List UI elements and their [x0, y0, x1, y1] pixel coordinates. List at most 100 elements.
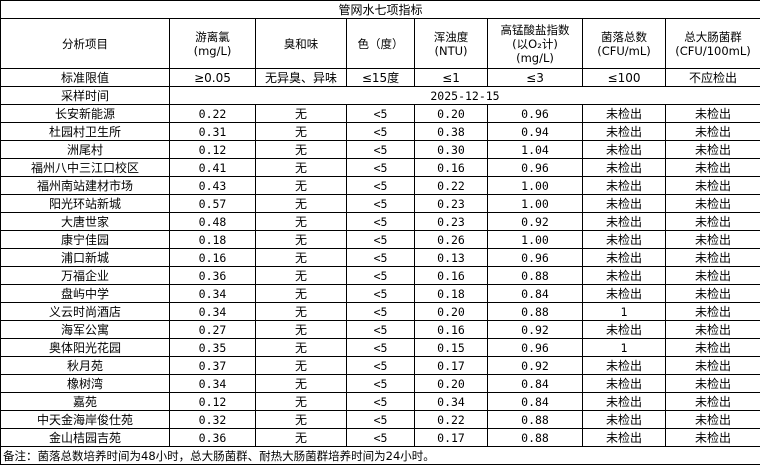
column-header: 菌落总数 (CFU/mL): [583, 19, 666, 69]
column-header: 浑浊度 (NTU): [415, 19, 488, 69]
cell-value: 未检出: [583, 375, 666, 393]
cell-value: 1.04: [488, 141, 583, 159]
cell-value: 0.43: [170, 177, 256, 195]
limit-value: ≤100: [583, 69, 666, 87]
cell-value: 1.00: [488, 231, 583, 249]
cell-value: 无: [256, 321, 347, 339]
cell-value: 0.17: [415, 429, 488, 447]
limit-value: ≤3: [488, 69, 583, 87]
site-name: 秋月苑: [1, 357, 170, 375]
cell-value: 0.20: [415, 375, 488, 393]
cell-value: 未检出: [666, 339, 760, 357]
site-name: 福州八中三江口校区: [1, 159, 170, 177]
site-name: 海军公寓: [1, 321, 170, 339]
cell-value: 0.96: [488, 105, 583, 123]
cell-value: 无: [256, 159, 347, 177]
cell-value: 未检出: [666, 375, 760, 393]
cell-value: 0.12: [170, 393, 256, 411]
site-name: 洲尾村: [1, 141, 170, 159]
header-row: 分析项目游离氯 (mg/L)臭和味色（度）浑浊度 (NTU)高锰酸盐指数 (以O…: [1, 19, 760, 69]
cell-value: 0.96: [488, 339, 583, 357]
cell-value: 未检出: [583, 213, 666, 231]
cell-value: <5: [347, 411, 415, 429]
cell-value: <5: [347, 249, 415, 267]
column-header: 分析项目: [1, 19, 170, 69]
cell-value: 未检出: [583, 123, 666, 141]
sampling-label: 采样时间: [1, 87, 170, 105]
cell-value: 0.34: [170, 285, 256, 303]
cell-value: 0.23: [415, 195, 488, 213]
site-name: 杜园村卫生所: [1, 123, 170, 141]
column-header: 游离氯 (mg/L): [170, 19, 256, 69]
cell-value: 无: [256, 177, 347, 195]
cell-value: 无: [256, 303, 347, 321]
cell-value: 无: [256, 105, 347, 123]
cell-value: 未检出: [666, 123, 760, 141]
cell-value: 未检出: [583, 141, 666, 159]
cell-value: 0.34: [170, 303, 256, 321]
cell-value: <5: [347, 231, 415, 249]
cell-value: 0.20: [415, 105, 488, 123]
cell-value: 无: [256, 411, 347, 429]
footnote: 备注：菌落总数培养时间为48小时，总大肠菌群、耐热大肠菌群培养时间为24小时。: [1, 447, 760, 465]
cell-value: 未检出: [666, 429, 760, 447]
cell-value: 0.18: [170, 231, 256, 249]
site-name: 橡树湾: [1, 375, 170, 393]
cell-value: 0.16: [415, 159, 488, 177]
cell-value: 未检出: [583, 321, 666, 339]
cell-value: 0.88: [488, 429, 583, 447]
site-name: 大唐世家: [1, 213, 170, 231]
cell-value: 0.96: [488, 159, 583, 177]
cell-value: <5: [347, 177, 415, 195]
cell-value: 未检出: [583, 267, 666, 285]
cell-value: 无: [256, 357, 347, 375]
cell-value: 未检出: [666, 411, 760, 429]
cell-value: 未检出: [583, 249, 666, 267]
site-name: 义云时尚酒店: [1, 303, 170, 321]
cell-value: 未检出: [583, 105, 666, 123]
limit-value: ≤15度: [347, 69, 415, 87]
cell-value: 0.88: [488, 303, 583, 321]
cell-value: 无: [256, 375, 347, 393]
cell-value: 0.27: [170, 321, 256, 339]
limit-value: ≤1: [415, 69, 488, 87]
note-row: 备注：菌落总数培养时间为48小时，总大肠菌群、耐热大肠菌群培养时间为24小时。: [1, 447, 760, 465]
cell-value: 0.94: [488, 123, 583, 141]
cell-value: 0.92: [488, 321, 583, 339]
cell-value: <5: [347, 357, 415, 375]
cell-value: 0.35: [170, 339, 256, 357]
cell-value: 0.84: [488, 393, 583, 411]
cell-value: 未检出: [583, 231, 666, 249]
cell-value: 0.38: [415, 123, 488, 141]
cell-value: 未检出: [666, 321, 760, 339]
cell-value: <5: [347, 159, 415, 177]
cell-value: <5: [347, 105, 415, 123]
cell-value: <5: [347, 393, 415, 411]
site-name: 康宁佳园: [1, 231, 170, 249]
cell-value: 无: [256, 213, 347, 231]
cell-value: 未检出: [583, 393, 666, 411]
cell-value: <5: [347, 123, 415, 141]
cell-value: 未检出: [583, 411, 666, 429]
cell-value: 未检出: [666, 393, 760, 411]
column-header: 高锰酸盐指数 (以O₂计) (mg/L): [488, 19, 583, 69]
cell-value: 0.92: [488, 357, 583, 375]
cell-value: 无: [256, 267, 347, 285]
cell-value: 0.34: [170, 375, 256, 393]
cell-value: 0.37: [170, 357, 256, 375]
cell-value: 0.41: [170, 159, 256, 177]
limits-label: 标准限值: [1, 69, 170, 87]
cell-value: 无: [256, 195, 347, 213]
cell-value: 0.26: [415, 231, 488, 249]
